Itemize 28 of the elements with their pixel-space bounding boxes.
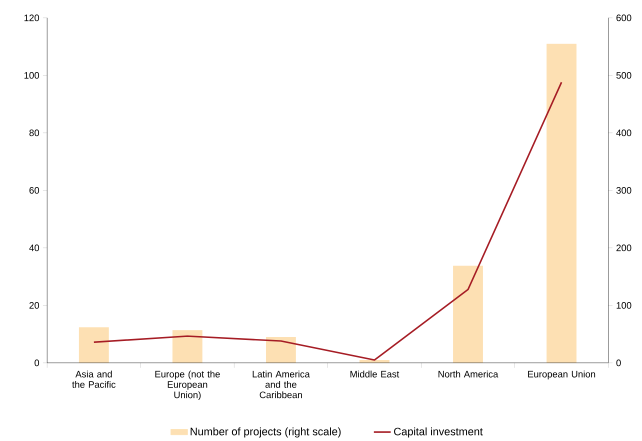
x-tick-label: Asia and the Pacific	[72, 370, 116, 388]
y2-tick-label: 0	[616, 360, 621, 366]
y2-tick-label: 200	[616, 244, 632, 252]
legend-label: Capital investment	[394, 428, 483, 438]
y2-tick-label: 300	[616, 187, 632, 194]
y-tick-label: 120	[24, 14, 40, 22]
x-tick-label: Latin America and the Caribbean	[252, 370, 310, 398]
bar	[453, 266, 483, 364]
y2-tick-label: 500	[616, 72, 632, 79]
y-tick-label: 40	[29, 244, 40, 252]
x-tick-label: North America	[438, 370, 498, 378]
legend-label: Number of projects (right scale)	[190, 428, 341, 438]
bar	[546, 44, 576, 364]
y-tick-label: 80	[29, 130, 40, 136]
line-series	[93, 82, 562, 361]
y-tick-label: 20	[29, 302, 40, 309]
bar	[266, 337, 296, 364]
y2-tick-label: 400	[616, 130, 632, 136]
y-tick-label: 0	[34, 360, 40, 366]
y2-tick-label: 600	[616, 14, 632, 22]
y2-tick-label: 100	[616, 302, 632, 309]
x-tick-label: Middle East	[350, 370, 400, 378]
bar	[78, 327, 109, 364]
y-tick-label: 100	[24, 72, 40, 79]
x-tick-label: European Union	[528, 370, 596, 380]
x-tick-label: Europe (not the European Union)	[155, 370, 220, 400]
bar	[172, 330, 202, 364]
y-tick-label: 60	[29, 187, 40, 194]
